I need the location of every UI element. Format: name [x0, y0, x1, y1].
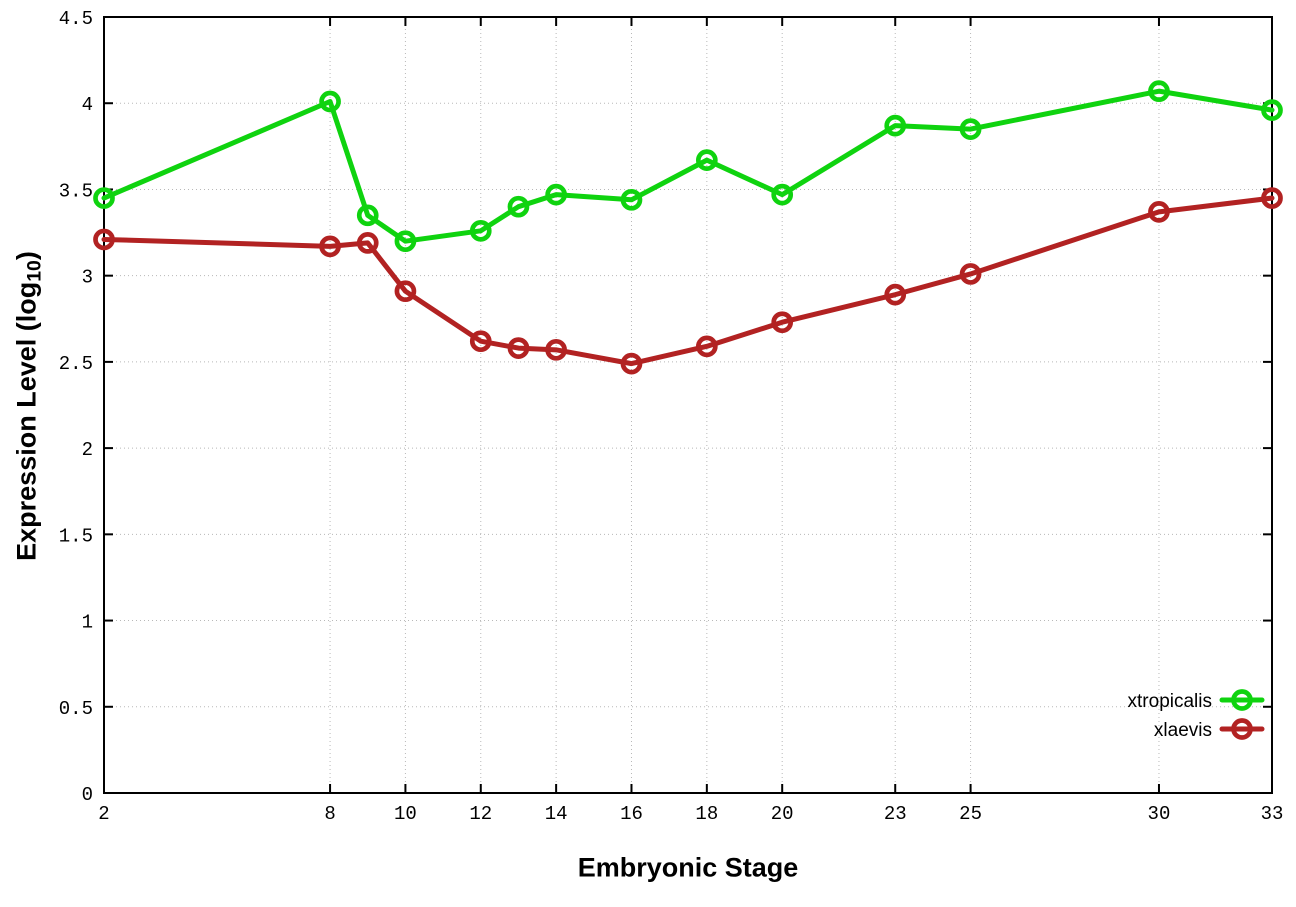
y-tick-label: 2.5: [59, 353, 93, 375]
x-tick-label: 12: [469, 803, 492, 825]
y-tick-label: 1.5: [59, 525, 93, 547]
x-tick-label: 20: [771, 803, 794, 825]
x-tick-label: 30: [1148, 803, 1171, 825]
legend-item-xlaevis: xlaevis: [1154, 718, 1265, 741]
data-point: [545, 183, 567, 206]
data-point: [319, 90, 341, 113]
y-tick-label: 2: [82, 439, 93, 461]
data-point: [93, 187, 115, 209]
y-axis-title: Expression Level (log10): [11, 251, 46, 561]
y-tick-label: 4: [82, 94, 93, 116]
data-point: [1148, 80, 1170, 103]
data-point: [959, 263, 982, 285]
data-point: [93, 228, 115, 251]
data-point: [545, 338, 567, 361]
data-point: [394, 230, 417, 253]
series-xlaevis: [93, 187, 1283, 375]
data-point: [1261, 187, 1283, 209]
data-point: [356, 204, 379, 227]
y-tick-label: 3: [82, 267, 93, 289]
legend-sample-marker: [1231, 689, 1253, 711]
data-point: [695, 335, 718, 358]
data-point: [507, 195, 530, 218]
x-tick-label: 23: [884, 803, 907, 825]
data-point: [620, 188, 643, 211]
y-tick-label: 0: [82, 784, 93, 806]
x-tick-label: 2: [98, 803, 109, 825]
x-tick-label: 18: [695, 803, 718, 825]
data-point: [1148, 201, 1170, 223]
x-tick-label: 25: [959, 803, 982, 825]
series-xtropicalis: [93, 80, 1283, 253]
y-tick-label: 3.5: [59, 180, 93, 202]
legend-sample-marker: [1231, 718, 1253, 740]
data-point: [394, 280, 417, 303]
data-point: [319, 235, 341, 258]
y-tick-label: 1: [82, 612, 93, 634]
tick-labels: 2 8 10 12 14 16 18 20 23 25 30 33 0 0.5 1 1.5 2 2.5 3 3.5 4 4…: [59, 8, 1284, 825]
series-line: [101, 195, 1275, 367]
data-point: [771, 183, 794, 206]
data-point: [884, 283, 907, 306]
plot-border: [103, 16, 1273, 794]
data-point: [884, 114, 907, 137]
data-point: [620, 352, 643, 375]
y-axis-title-subscript: 10: [23, 260, 46, 282]
data-point: [695, 149, 718, 171]
data-point: [507, 337, 530, 359]
data-point: [356, 232, 379, 254]
series-line: [101, 88, 1275, 244]
data-point: [1261, 99, 1283, 121]
data-point: [771, 311, 794, 334]
x-tick-label: 8: [324, 803, 335, 825]
data-point: [469, 219, 492, 242]
gridlines: [103, 16, 1273, 794]
legend-item-xtropicalis: xtropicalis: [1128, 689, 1265, 712]
axis-ticks: [103, 16, 1273, 794]
data-point: [959, 118, 982, 140]
data-point: [469, 330, 492, 353]
y-axis-title-text: Expression Level (log: [11, 281, 42, 561]
x-tick-label: 16: [620, 803, 643, 825]
x-tick-label: 10: [394, 803, 417, 825]
x-tick-label: 33: [1261, 803, 1284, 825]
y-tick-label: 0.5: [59, 698, 93, 720]
x-tick-label: 14: [545, 803, 568, 825]
x-axis-title: Embryonic Stage: [577, 852, 799, 883]
y-tick-label: 4.5: [59, 8, 93, 30]
legend-label: xtropicalis: [1128, 691, 1212, 712]
legend-label: xlaevis: [1154, 720, 1212, 741]
y-axis-title-suffix: ): [11, 251, 42, 261]
legend: xtropicalis xlaevis: [1128, 689, 1265, 741]
